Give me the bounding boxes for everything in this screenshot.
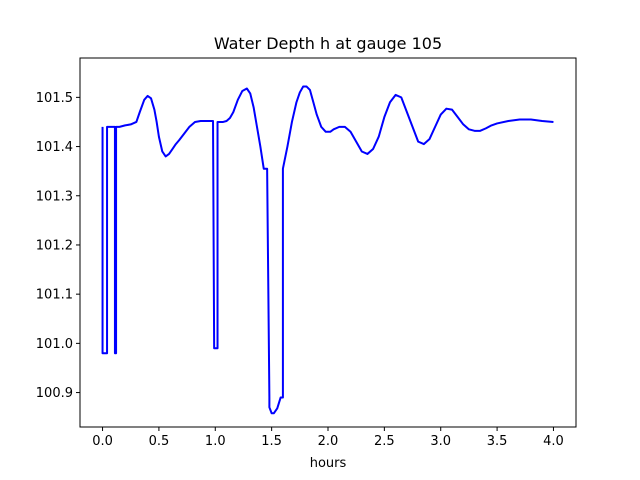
x-tick-label: 3.0 [430,434,451,449]
x-tick-label: 1.5 [261,434,282,449]
x-axis-label: hours [310,456,347,471]
chart-title: Water Depth h at gauge 105 [214,34,442,53]
x-tick-label: 2.0 [318,434,339,449]
x-axis: 0.0 0.5 1.0 1.5 2.0 2.5 3.0 3.5 4.0 [92,427,564,449]
y-tick-label: 101.3 [36,189,73,204]
y-tick-label: 101.0 [36,337,73,352]
y-axis: 100.9 101.0 101.1 101.2 101.3 101.4 101.5 [36,91,80,401]
data-layer [101,85,554,415]
x-tick-label: 3.5 [487,434,508,449]
y-tick-label: 100.9 [36,386,73,401]
x-tick-label: 1.0 [205,434,226,449]
x-tick-label: 4.0 [543,434,564,449]
x-tick-label: 0.0 [92,434,113,449]
y-tick-label: 101.1 [36,288,73,303]
y-tick-label: 101.5 [36,91,73,106]
series-line-0 [101,85,554,415]
x-tick-label: 2.5 [374,434,395,449]
x-tick-label: 0.5 [149,434,170,449]
y-tick-label: 101.2 [36,238,73,253]
y-tick-label: 101.4 [36,140,73,155]
